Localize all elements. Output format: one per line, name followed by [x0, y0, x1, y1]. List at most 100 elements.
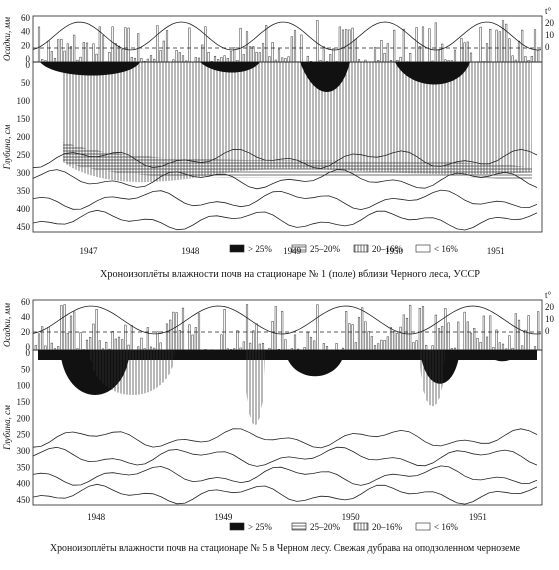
precip-bar-texture: [345, 311, 348, 351]
legend-label: 20–16%: [372, 522, 403, 532]
precip-bar-texture: [415, 27, 418, 63]
precip-bar-texture: [60, 39, 63, 63]
precip-bar-texture: [60, 305, 63, 351]
precip-bar-texture: [293, 334, 297, 351]
precip-bar-texture: [396, 332, 399, 351]
precip-bar-texture: [85, 42, 89, 63]
precip-bar-texture: [386, 336, 389, 351]
precip-bar-texture: [226, 58, 229, 63]
precip-bar-texture: [223, 55, 226, 63]
precip-bar-texture: [194, 57, 197, 63]
precip-bar-texture: [172, 311, 175, 351]
precip-bar-texture: [370, 336, 373, 351]
isopleth: [32, 169, 538, 190]
precip-bar-texture: [316, 304, 319, 351]
precip-bar-texture: [469, 52, 473, 63]
precip-bar-texture: [495, 29, 498, 63]
precip-bar-texture: [105, 341, 108, 351]
precip-bar-texture: [255, 323, 258, 351]
precip-bar-texture: [111, 331, 114, 351]
precip-bar-texture: [69, 315, 73, 351]
precip-bar-texture: [188, 324, 191, 351]
precip-bar-texture: [505, 348, 508, 351]
precip-bar-texture: [380, 40, 383, 63]
precip-bar-texture: [389, 327, 393, 351]
legend-label: 20–16%: [372, 244, 403, 254]
temp-tick: 20: [545, 18, 555, 28]
year-label: 1951: [487, 246, 505, 256]
precip-bar-texture: [351, 27, 354, 63]
precip-bar-texture: [156, 25, 159, 63]
precip-bar-texture: [57, 39, 60, 63]
precip-bar-texture: [169, 319, 172, 351]
precip-bar-texture: [236, 330, 239, 351]
precip-bar-texture: [306, 332, 309, 351]
precip-bar-texture: [181, 307, 185, 351]
precip-bar-texture: [95, 53, 98, 63]
precip-bar-texture: [485, 43, 489, 63]
precip-bar-texture: [277, 48, 281, 63]
legend-swatch: [415, 522, 431, 531]
precip-bar-texture: [380, 339, 383, 351]
isopleth: [32, 148, 538, 169]
temp-tick: 0: [545, 42, 550, 52]
precip-bar-texture: [373, 47, 377, 63]
precip-bar-texture: [434, 314, 437, 351]
precip-bar-texture: [101, 348, 105, 351]
temp-tick: 10: [545, 314, 555, 324]
caption: Хроноизоплёты влажности почв на стациона…: [50, 543, 520, 554]
precip-bar-texture: [271, 42, 274, 63]
depth-tick: 100: [17, 381, 31, 391]
precip-bar-texture: [53, 348, 57, 351]
precip-bar-texture: [274, 306, 277, 351]
precip-bar-texture: [393, 330, 396, 351]
precip-bar-texture: [162, 40, 165, 63]
precip-bar-texture: [402, 314, 405, 351]
isopleth: [32, 446, 538, 467]
precip-bar-texture: [300, 34, 303, 63]
precip-bar-texture: [489, 315, 492, 351]
depth-tick: 400: [17, 204, 31, 214]
zone-over-25: [300, 62, 350, 92]
precip-bar-texture: [402, 28, 405, 63]
precip-bar-texture: [204, 26, 207, 63]
precip-bar-texture: [431, 345, 434, 351]
precip-bar-texture: [281, 57, 284, 63]
precip-bar-texture: [383, 53, 386, 63]
depth-tick: 250: [17, 430, 31, 440]
precip-bar-texture: [425, 344, 428, 351]
precip-bar-texture: [517, 319, 521, 351]
precip-tick: 60: [21, 297, 31, 307]
depth-tick: 300: [17, 446, 31, 456]
precip-bar-texture: [505, 23, 508, 63]
precip-bar-texture: [322, 343, 325, 351]
precip-bar-texture: [421, 306, 425, 351]
isopleth: [32, 465, 538, 486]
precip-bar-texture: [249, 342, 252, 351]
precip-bar-texture: [101, 35, 105, 63]
temperature-curve: [32, 305, 542, 335]
precip-bar-texture: [92, 43, 95, 63]
precip-bar-texture: [444, 308, 447, 351]
year-label: 1950: [342, 512, 361, 522]
precip-bar-texture: [114, 43, 117, 63]
precip-bar-texture: [159, 50, 162, 63]
precip-bar-texture: [450, 348, 453, 351]
precip-bar-texture: [453, 49, 457, 63]
year-label: 1949: [214, 512, 233, 522]
precip-bar-texture: [357, 317, 361, 351]
precip-bar-texture: [50, 51, 53, 63]
precip-bar-texture: [501, 343, 505, 351]
precip-bar-texture: [130, 325, 133, 351]
legend-label: 25–20%: [310, 244, 341, 254]
precip-bar-texture: [354, 342, 357, 351]
precip-bar-texture: [489, 29, 492, 63]
precip-bar-texture: [284, 58, 287, 63]
precip-bar-texture: [242, 341, 245, 351]
precip-bar-texture: [415, 340, 418, 351]
precip-bar-texture: [85, 339, 89, 351]
precip-bar-texture: [412, 342, 415, 351]
precip-bar-texture: [261, 343, 265, 351]
precip-bar-texture: [265, 25, 268, 63]
